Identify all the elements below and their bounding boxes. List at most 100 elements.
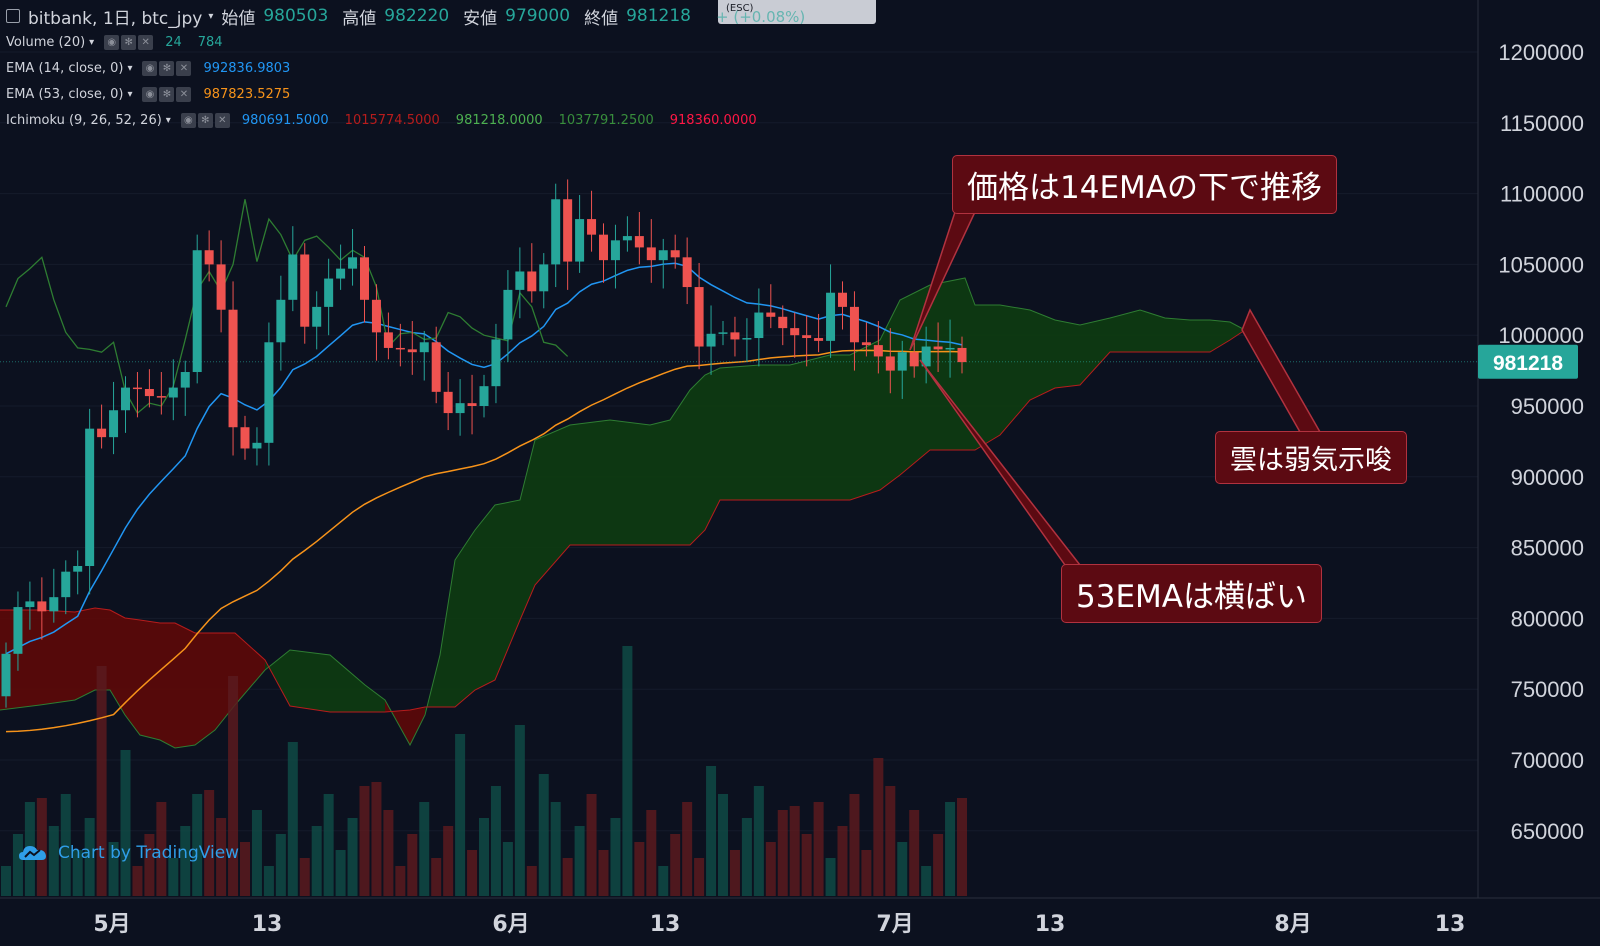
- volume-bar: [204, 790, 215, 896]
- collapse-icon[interactable]: [6, 9, 20, 23]
- gear-icon[interactable]: ✻: [159, 60, 175, 76]
- eye-icon[interactable]: ◉: [104, 34, 120, 50]
- chevron-down-icon[interactable]: ▾: [208, 10, 214, 22]
- candle-body: [288, 254, 298, 300]
- volume-bar: [299, 858, 310, 896]
- indicator-row[interactable]: EMA (53, close, 0) ▾ ◉ ✻ ✕ 987823.5275: [6, 83, 300, 105]
- escape-hint[interactable]: (ESC): [718, 0, 876, 24]
- close-icon[interactable]: ✕: [214, 112, 230, 128]
- close-icon[interactable]: ✕: [176, 60, 192, 76]
- cloud-segment: [40, 610, 75, 705]
- cloud-segment: [810, 355, 830, 500]
- chevron-down-icon[interactable]: ▾: [89, 36, 95, 48]
- volume-bar: [801, 834, 812, 896]
- eye-icon[interactable]: ◉: [142, 60, 158, 76]
- cloud-segment: [570, 420, 610, 545]
- cloud-segment: [520, 440, 535, 620]
- volume-bar: [120, 750, 131, 896]
- close-icon[interactable]: ✕: [138, 34, 154, 50]
- eye-icon[interactable]: ◉: [142, 86, 158, 102]
- candle-body: [180, 372, 190, 388]
- candle-body: [921, 346, 931, 367]
- candle-body: [742, 338, 752, 340]
- candle-body: [336, 268, 346, 279]
- cloud-segment: [235, 633, 265, 705]
- chevron-down-icon[interactable]: ▾: [127, 62, 133, 74]
- tradingview-logo-icon: [19, 846, 46, 860]
- volume-bar: [706, 766, 717, 896]
- close-icon[interactable]: ✕: [176, 86, 192, 102]
- volume-bar: [646, 810, 657, 896]
- gear-icon[interactable]: ✻: [197, 112, 213, 128]
- price-tick-label: 700000: [1511, 748, 1584, 773]
- indicator-name[interactable]: EMA (14, close, 0): [6, 60, 124, 76]
- volume-bar: [383, 810, 394, 896]
- senkou-span-a: [0, 277, 1246, 749]
- indicator-name[interactable]: Ichimoku (9, 26, 52, 26): [6, 112, 162, 128]
- volume-bar: [789, 806, 800, 896]
- indicator-row[interactable]: Volume (20) ▾ ◉ ✻ ✕ 24 784: [6, 31, 233, 53]
- volume-bar: [670, 834, 681, 896]
- indicator-row[interactable]: EMA (14, close, 0) ▾ ◉ ✻ ✕ 992836.9803: [6, 57, 300, 79]
- price-tick-label: 950000: [1511, 394, 1584, 419]
- volume-bar: [60, 794, 71, 896]
- candle-body: [156, 396, 166, 398]
- volume-bar: [407, 834, 418, 896]
- time-tick-label: 13: [1035, 912, 1066, 937]
- eye-icon[interactable]: ◉: [180, 112, 196, 128]
- candle-body: [455, 403, 465, 414]
- volume-bar: [192, 794, 203, 896]
- candle-body: [945, 347, 955, 350]
- volume-bar: [574, 826, 585, 896]
- cloud-segment: [760, 365, 790, 500]
- candle-body: [407, 349, 417, 353]
- volume-bar: [861, 850, 872, 896]
- volume-bar: [240, 842, 250, 896]
- volume-bars: [1, 646, 967, 896]
- volume-bar: [837, 826, 848, 896]
- volume-bar: [514, 725, 525, 896]
- cloud-segment: [455, 530, 475, 707]
- candle-body: [599, 234, 608, 261]
- annotation-ema14: 価格は14EMAの下で推移: [952, 155, 1337, 214]
- indicator-value: 987823.5275: [203, 86, 291, 102]
- candlesticks: [1, 179, 967, 708]
- price-tick-label: 1200000: [1498, 40, 1584, 65]
- volume-bar: [479, 818, 489, 896]
- volume-bar: [108, 842, 119, 896]
- tradingview-watermark[interactable]: Chart by TradingView: [18, 842, 239, 864]
- indicator-name[interactable]: Volume (20): [6, 34, 86, 50]
- symbol-title[interactable]: bitbank, 1日, btc_jpy: [28, 8, 203, 29]
- candle-body: [551, 199, 561, 265]
- low-value: 979000: [505, 6, 571, 26]
- candle-body: [97, 428, 107, 438]
- chevron-down-icon[interactable]: ▾: [165, 114, 171, 126]
- indicator-value: 980691.5000: [241, 112, 329, 128]
- time-tick-label: 6月: [492, 912, 529, 937]
- volume-bar: [753, 786, 764, 896]
- volume-bar: [490, 786, 501, 896]
- cloud-segment: [690, 375, 705, 545]
- gear-icon[interactable]: ✻: [121, 34, 137, 50]
- indicator-row[interactable]: Ichimoku (9, 26, 52, 26) ▾ ◉ ✻ ✕ 980691.5000 1…: [6, 109, 767, 131]
- candle-body: [121, 387, 130, 411]
- candle-body: [348, 257, 358, 269]
- candle-body: [778, 316, 788, 329]
- cloud-segment: [125, 618, 140, 735]
- annotation-pointer: [1241, 308, 1322, 433]
- gear-icon[interactable]: ✻: [159, 86, 175, 102]
- candle-body: [610, 240, 620, 261]
- volume-bar: [849, 794, 860, 896]
- chevron-down-icon[interactable]: ▾: [127, 88, 133, 100]
- cloud-segment: [705, 368, 720, 530]
- cloud-segment: [650, 420, 670, 545]
- change-value: + (+0.08%): [716, 8, 806, 26]
- candle-body: [204, 250, 214, 265]
- candle-body: [873, 345, 883, 357]
- indicator-name[interactable]: EMA (53, close, 0): [6, 86, 124, 102]
- cloud-segment: [1210, 320, 1230, 352]
- price-tick-label: 1150000: [1500, 111, 1584, 136]
- candle-body: [240, 427, 250, 449]
- cloud-segment: [440, 560, 455, 707]
